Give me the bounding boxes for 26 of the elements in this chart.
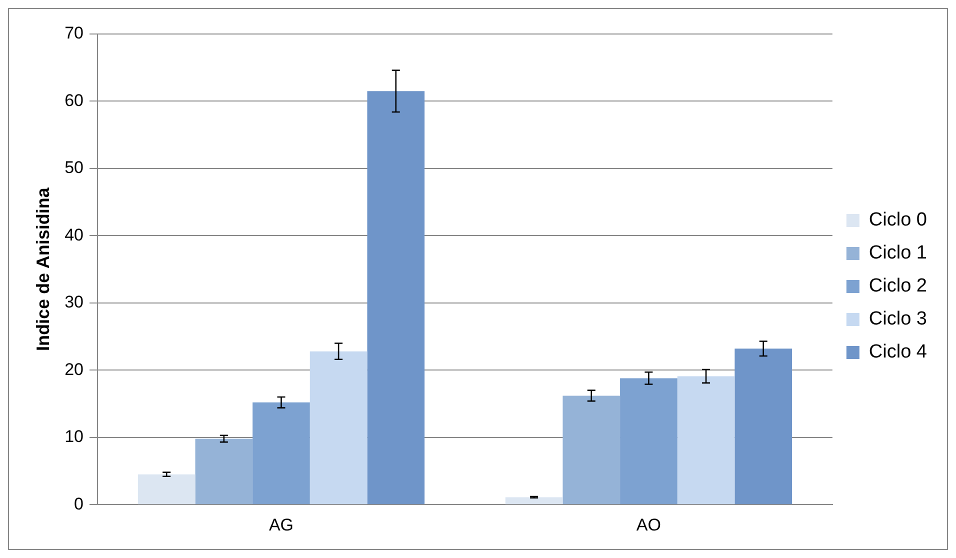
- x-tick-label: AG: [268, 515, 294, 534]
- bar: [138, 474, 196, 504]
- x-tick-label: AO: [636, 515, 661, 534]
- bar: [505, 497, 563, 504]
- bar: [367, 91, 425, 504]
- bar: [252, 402, 310, 504]
- bar: [310, 351, 368, 504]
- y-tick-label: 30: [64, 292, 84, 312]
- bar: [734, 348, 792, 504]
- bar: [677, 376, 735, 504]
- y-tick-label: 40: [64, 225, 84, 244]
- y-tick-label: 50: [64, 158, 84, 178]
- bar: [620, 378, 678, 504]
- legend-label: Ciclo 3: [868, 308, 927, 330]
- y-tick-label: 20: [64, 360, 84, 379]
- y-axis-title: Indice de Anisidina: [32, 186, 53, 351]
- y-tick-label: 60: [64, 90, 84, 110]
- legend-label: Ciclo 1: [868, 242, 927, 264]
- y-tick-label: 70: [64, 24, 84, 43]
- legend-label: Ciclo 4: [868, 342, 928, 363]
- y-tick-label: 10: [64, 427, 84, 446]
- bar: [562, 396, 620, 504]
- y-tick-label: 0: [74, 494, 84, 514]
- legend-label: Ciclo 2: [868, 276, 927, 297]
- bar: [195, 438, 253, 504]
- legend-label: Ciclo 0: [868, 210, 927, 231]
